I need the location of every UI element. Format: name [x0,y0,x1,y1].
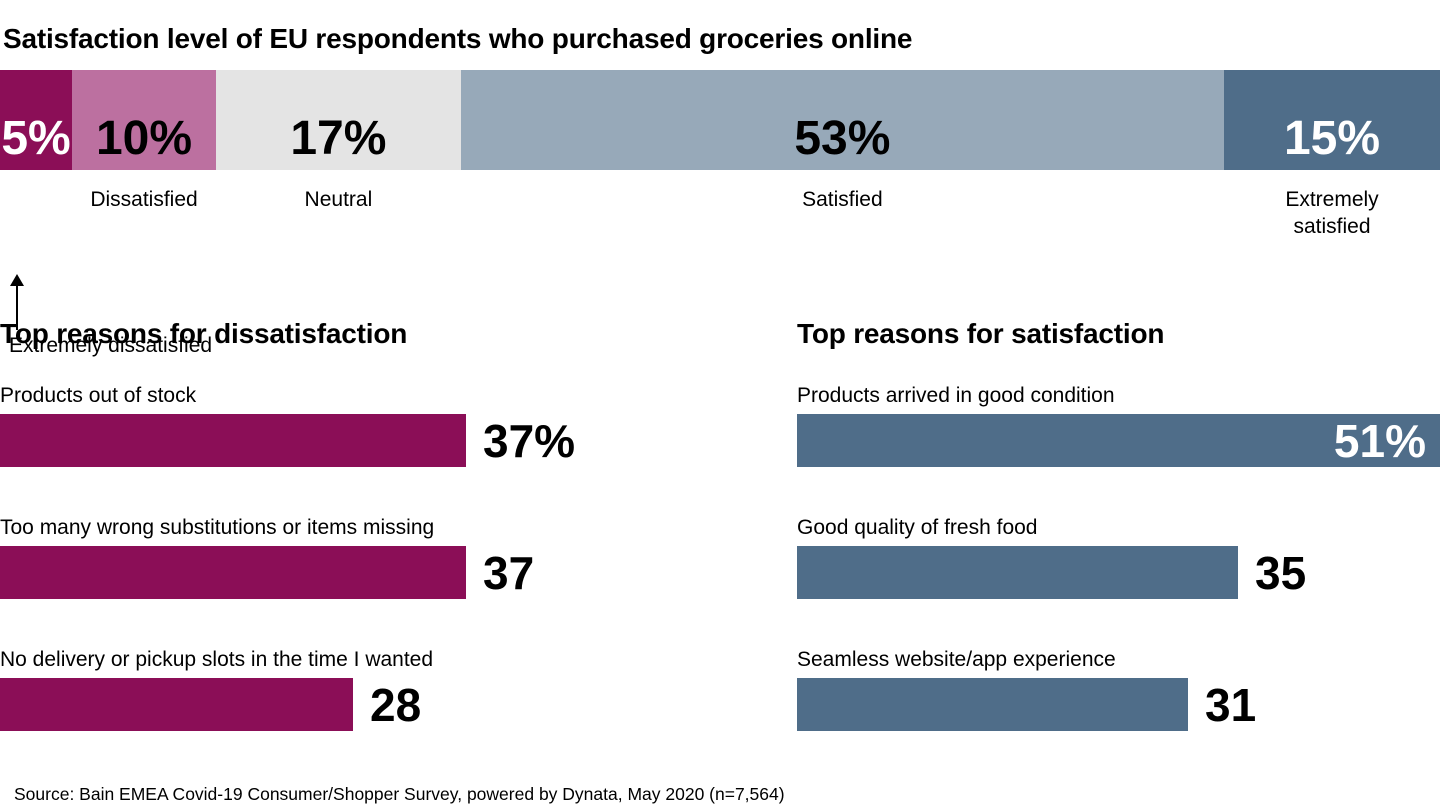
up-arrow-icon [10,274,24,286]
dissatisfaction-rows: Products out of stock 37% Too many wrong s… [0,382,720,731]
bar-row: Products arrived in good condition 51% [797,382,1440,467]
bar-value-label: 31 [1205,678,1257,731]
stacked-segment-1: 10% [72,70,216,170]
bar-line: 28 [0,678,720,731]
bar-label: Good quality of fresh food [797,516,1038,539]
segment-category-label: Extremely dissatisfied [9,334,213,357]
segment-category-label: Neutral [304,188,373,211]
section-heading-satisfaction: Top reasons for satisfaction [797,318,1165,349]
segment-value-label: 15% [1283,112,1381,165]
bar-line: 31 [797,678,1440,731]
bar-row: Too many wrong substitutions or items mi… [0,514,720,599]
bar-label: Seamless website/app experience [797,648,1116,671]
bar-label: No delivery or pickup slots in the time … [0,648,434,671]
stacked-segment-0: 5% [0,70,72,170]
segment-category-label: Extremely satisfied [1285,188,1379,238]
satisfaction-chart: Top reasons for satisfaction Products ar… [797,316,1440,778]
stacked-bar-labels: Extremely dissatisfied Dissatisfied Neutr… [0,170,1440,357]
stacked-bar: 5% 10% 17% 53% 15% [0,70,1440,170]
bar-row: Seamless website/app experience 31 [797,646,1440,731]
bar-value-label: 51% [1333,414,1426,467]
bar [0,678,353,731]
segment-value-label: 5% [1,112,71,165]
up-arrow-line [16,284,18,330]
bar-line: 37% [0,414,720,467]
bar-label: Too many wrong substitutions or items mi… [0,516,435,539]
bar [797,546,1238,599]
stacked-segment-4: 15% [1223,70,1440,170]
bar-row: Products out of stock 37% [0,382,720,467]
bar [0,414,466,467]
bar [0,546,466,599]
stacked-segment-2: 17% [216,70,461,170]
segment-value-label: 53% [794,112,891,165]
segment-category-label: Satisfied [802,188,883,211]
bar-line: 51% [797,414,1440,467]
bar-value-label: 28 [370,678,422,731]
segment-category-label: Dissatisfied [90,188,198,211]
page-title: Satisfaction level of EU respondents who… [3,22,913,54]
satisfaction-rows: Products arrived in good condition 51% Goo… [797,382,1440,731]
bar-row: Good quality of fresh food 35 [797,514,1440,599]
stacked-segment-3: 53% [460,70,1224,170]
bar-value-label: 35 [1255,546,1307,599]
bar-label: Products out of stock [0,384,197,407]
dissatisfaction-chart: Top reasons for dissatisfaction Products… [0,316,720,778]
bar-label: Products arrived in good condition [797,384,1115,407]
bar-value-label: 37 [483,546,535,599]
bar-row: No delivery or pickup slots in the time … [0,646,720,731]
bar: 51% [797,414,1440,467]
segment-value-label: 10% [95,112,193,165]
bar-value-label: 37% [483,414,576,467]
segment-value-label: 17% [290,112,387,165]
bar-line: 37 [0,546,720,599]
bar [797,678,1188,731]
section-heading-dissatisfaction: Top reasons for dissatisfaction [0,318,408,349]
satisfaction-stacked-chart: 5% 10% 17% 53% 15% Extremely dissatisfied Di… [0,70,1440,357]
bar-line: 35 [797,546,1440,599]
source-note: Source: Bain EMEA Covid-19 Consumer/Shop… [14,784,785,804]
reason-bar-charts: Top reasons for dissatisfaction Products… [0,316,1440,778]
